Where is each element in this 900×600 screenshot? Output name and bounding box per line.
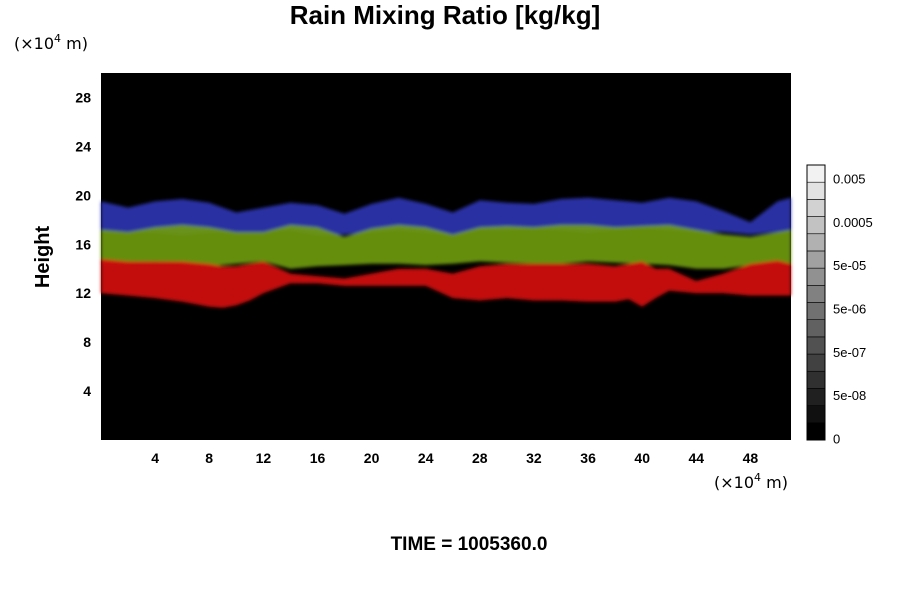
- x-tick-label: 44: [689, 450, 705, 466]
- colorbar-level: [806, 164, 826, 183]
- y-tick-label: 4: [83, 383, 91, 399]
- x-tick-label: 20: [364, 450, 380, 466]
- y-axis-ticks: 4 8 12 16 20 24 28: [75, 90, 91, 400]
- y-tick-label: 8: [83, 334, 91, 350]
- x-tick-label: 32: [526, 450, 542, 466]
- colorbar-level: [806, 388, 826, 406]
- colorbar-label: 5e-07: [833, 345, 866, 360]
- colorbar-level: [806, 199, 826, 217]
- colorbar-level: [806, 267, 826, 286]
- colorbar-level: [806, 216, 826, 235]
- chart-title: Rain Mixing Ratio [kg/kg]: [290, 0, 601, 30]
- field-layers: [101, 197, 791, 308]
- colorbar-level: [806, 250, 826, 269]
- colorbar-frame: [806, 164, 826, 441]
- colorbar-label: 0: [833, 432, 840, 447]
- colorbar-level: [806, 336, 826, 355]
- x-tick-label: 48: [743, 450, 759, 466]
- colorbar-level: [806, 319, 826, 338]
- colorbar-label: 0.0005: [833, 215, 873, 230]
- x-tick-label: 8: [205, 450, 213, 466]
- colorbar-level: [806, 285, 826, 303]
- y-tick-label: 12: [75, 285, 91, 301]
- y-tick-label: 20: [75, 187, 91, 203]
- colorbar-level: [806, 405, 826, 424]
- y-tick-label: 28: [75, 90, 91, 106]
- y-tick-label: 16: [75, 236, 91, 252]
- colorbar-level: [806, 422, 826, 441]
- colorbar-label: 5e-05: [833, 258, 866, 273]
- x-tick-label: 24: [418, 450, 434, 466]
- y-tick-label: 24: [75, 138, 91, 154]
- colorbar-level: [806, 302, 826, 320]
- colorbar-label: 5e-08: [833, 388, 866, 403]
- x-tick-label: 28: [472, 450, 488, 466]
- x-tick-label: 40: [634, 450, 650, 466]
- y-unit-prefix: (×10: [14, 34, 54, 53]
- y-unit-suffix: m): [61, 34, 88, 53]
- colorbar-labels: 0.005 0.0005 5e-05 5e-06 5e-07 5e-08 0: [833, 172, 873, 447]
- colorbar-label: 5e-06: [833, 302, 866, 317]
- x-tick-label: 16: [310, 450, 326, 466]
- field-layer-2: [101, 258, 791, 308]
- x-axis-unit-label: (×104 m): [714, 471, 788, 492]
- x-tick-label: 36: [580, 450, 596, 466]
- colorbar-level: [806, 370, 826, 389]
- field-layer-0: [101, 197, 791, 235]
- y-unit-exponent: 4: [54, 32, 61, 45]
- colorbar-level: [806, 233, 826, 252]
- colorbar: [806, 164, 826, 441]
- y-axis-label: Height: [32, 226, 54, 289]
- colorbar-label: 0.005: [833, 172, 866, 187]
- x-unit-exponent: 4: [754, 471, 761, 484]
- x-axis-ticks: 4 8 12 16 20 24 28 32 36 40 44 48: [151, 450, 758, 466]
- colorbar-level: [806, 181, 826, 200]
- time-label: TIME = 1005360.0: [391, 534, 548, 555]
- colorbar-level: [806, 353, 826, 372]
- x-unit-suffix: m): [761, 473, 788, 492]
- y-axis-unit-label: (×104 m): [14, 32, 88, 53]
- x-tick-label: 4: [151, 450, 159, 466]
- x-tick-label: 12: [256, 450, 272, 466]
- x-unit-prefix: (×10: [714, 473, 754, 492]
- field-layer-1: [101, 224, 791, 269]
